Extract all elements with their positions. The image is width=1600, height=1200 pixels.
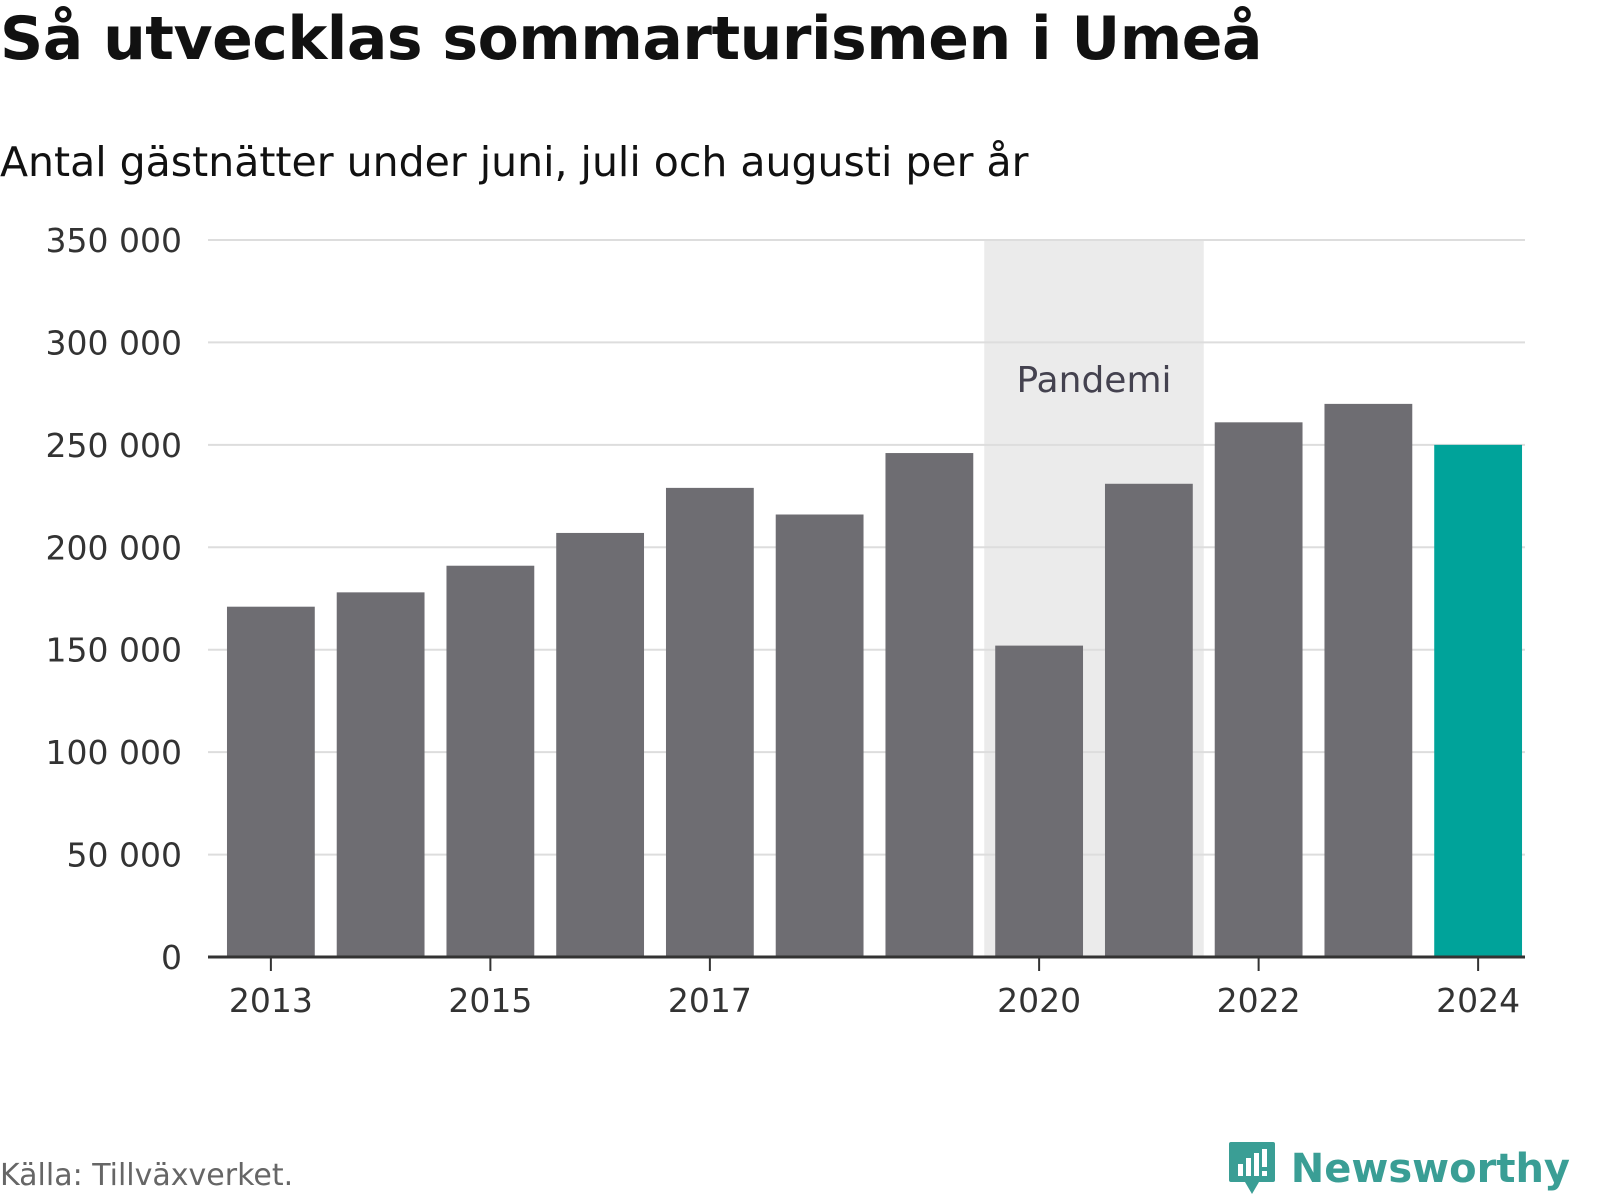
newsworthy-logo-icon [1228, 1142, 1275, 1194]
y-tick-label: 300 000 [46, 323, 182, 362]
y-tick-label: 50 000 [67, 836, 182, 875]
x-tick-label: 2020 [997, 981, 1081, 1020]
bar-2013 [226, 606, 315, 957]
y-tick-label: 100 000 [46, 733, 182, 772]
x-tick-label: 2017 [668, 981, 752, 1020]
x-tick-label: 2022 [1217, 981, 1301, 1020]
y-tick-label: 350 000 [46, 221, 182, 260]
bar-2017 [665, 487, 754, 957]
x-tick-label: 2013 [229, 981, 313, 1020]
bar-2014 [336, 592, 425, 957]
bar-2022 [1214, 422, 1303, 957]
pandemic-label: Pandemi [1016, 360, 1171, 401]
y-tick-label: 250 000 [46, 426, 182, 465]
bar-2023 [1324, 403, 1413, 957]
y-tick-label: 0 [161, 938, 182, 977]
bar-2016 [556, 532, 645, 957]
bar-2018 [775, 514, 864, 957]
bar-2021 [1104, 483, 1193, 957]
y-tick-label: 150 000 [46, 631, 182, 670]
source-note: Källa: Tillväxverket. [0, 1158, 294, 1193]
bar-chart: Pandemi 0 50 000 100 000 150 000 200 000 250 0… [46, 221, 1525, 1020]
bar-2015 [446, 565, 535, 957]
bar-2024 [1434, 444, 1523, 957]
brand-name: Newsworthy [1290, 1146, 1570, 1192]
brand-logo: Newsworthy [1227, 1140, 1570, 1198]
x-tick-label: 2024 [1436, 981, 1520, 1020]
bar-2020 [995, 645, 1084, 957]
x-tick-label: 2015 [448, 981, 532, 1020]
y-tick-label: 200 000 [46, 528, 182, 567]
bar-2019 [885, 453, 974, 957]
chart-title: Så utvecklas sommarturismen i Umeå [0, 4, 1262, 74]
chart-subtitle: Antal gästnätter under juni, juli och au… [0, 138, 1029, 186]
